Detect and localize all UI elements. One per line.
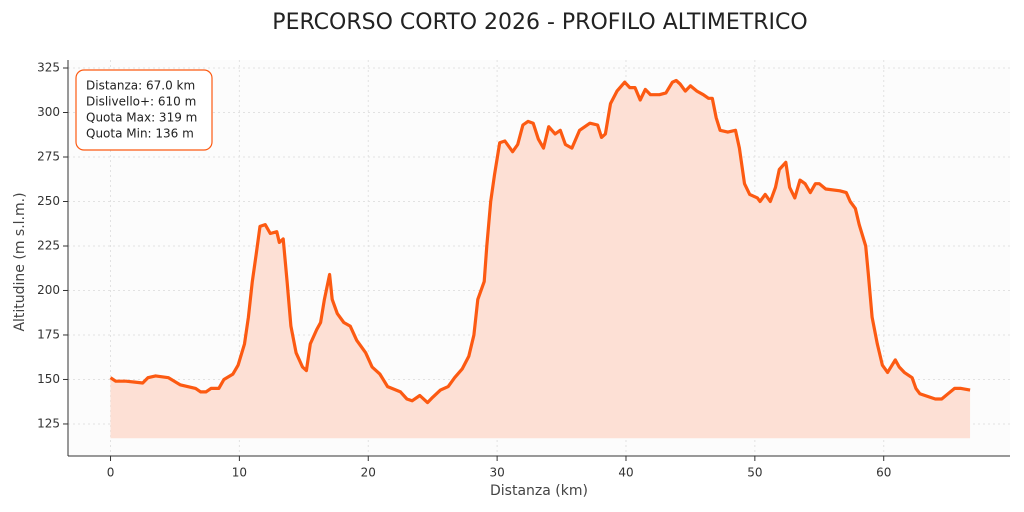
y-tick-label: 175 xyxy=(37,327,60,341)
x-axis-label: Distanza (km) xyxy=(490,483,588,499)
y-tick-label: 225 xyxy=(37,238,60,252)
area xyxy=(110,80,971,439)
annotation: Dislivello+: 610 m xyxy=(86,95,196,109)
annotation: Quota Max: 319 m xyxy=(86,111,197,125)
x-tick-label: 30 xyxy=(489,466,504,480)
y-tick-label: 325 xyxy=(37,61,60,75)
annotation: Distanza: 67.0 km xyxy=(86,79,195,93)
y-tick-label: 150 xyxy=(37,372,60,386)
chart-title: PERCORSO CORTO 2026 - PROFILO ALTIMETRIC… xyxy=(272,10,807,35)
y-tick-label: 200 xyxy=(37,283,60,297)
annotation: Quota Min: 136 m xyxy=(86,127,194,141)
annotation-box xyxy=(75,69,213,151)
x-tick-label: 60 xyxy=(876,466,891,480)
y-axis-label: Altitudine (m s.l.m.) xyxy=(12,192,28,331)
x-tick-label: 0 xyxy=(107,466,115,480)
y-tick-label: 125 xyxy=(37,416,60,430)
x-tick-label: 40 xyxy=(618,466,633,480)
x-tick-label: 10 xyxy=(232,466,247,480)
line xyxy=(109,78,971,405)
x-tick-label: 50 xyxy=(747,466,762,480)
y-tick-label: 275 xyxy=(37,149,60,163)
x-tick-label: 20 xyxy=(361,466,376,480)
y-tick-label: 250 xyxy=(37,194,60,208)
y-tick-label: 300 xyxy=(37,105,60,119)
